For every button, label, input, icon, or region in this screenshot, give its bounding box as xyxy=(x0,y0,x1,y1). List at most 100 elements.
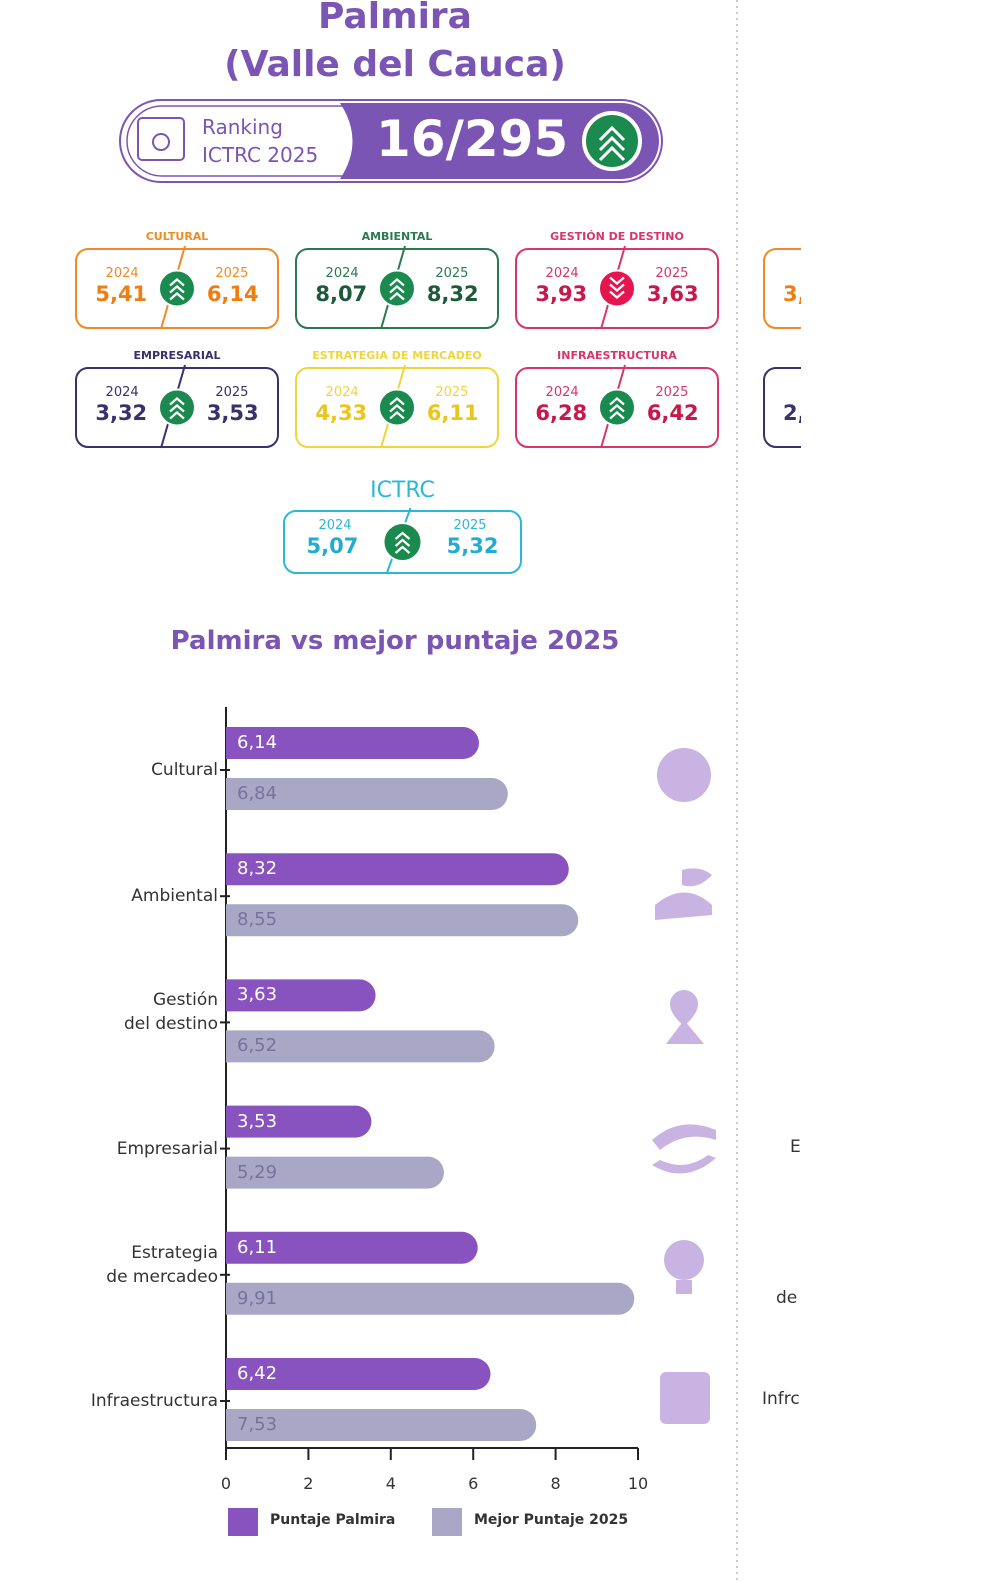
title: Palmira xyxy=(318,0,472,37)
bar-value-label: 7,53 xyxy=(237,1414,278,1435)
year-label: 2025 xyxy=(655,266,689,281)
icon xyxy=(666,990,704,1044)
card: 2024 2025 3,93 3,63 xyxy=(515,245,719,330)
category-label: Ambiental xyxy=(131,886,218,907)
bar-value-label: 6,84 xyxy=(237,783,278,804)
trend-chevrons xyxy=(609,397,625,420)
chart-title: Palmira vs mejor puntaje 2025 xyxy=(170,626,620,656)
card: 2024 2025 5,07 5,32 xyxy=(283,507,522,575)
card-value: 4,33 xyxy=(315,401,368,425)
card-value: 3,53 xyxy=(206,401,259,425)
ranking-value-bg xyxy=(340,103,659,179)
ranking-trend-icon xyxy=(582,111,642,171)
year-label: 2024 xyxy=(105,385,139,400)
category-label: Cultural xyxy=(151,760,218,780)
ranking-icon xyxy=(152,133,170,151)
card-value: 6,14 xyxy=(206,282,259,306)
card-value: 5,32 xyxy=(446,534,499,558)
card: 2024 2025 8,07 8,32 xyxy=(295,245,499,330)
trend-icon xyxy=(598,269,636,308)
legend-swatch xyxy=(228,1508,258,1536)
card: 2024 2025 5,41 6,14 xyxy=(75,245,279,330)
category-label: Gestión del destino xyxy=(123,990,218,1035)
x-tick-label: 0 xyxy=(220,1474,232,1493)
card-value: 3,63 xyxy=(646,282,699,306)
icon xyxy=(652,1124,716,1174)
icon xyxy=(676,1280,692,1294)
trend-chevrons xyxy=(389,397,405,420)
category-label: Infraestructura xyxy=(90,1391,218,1411)
card-graphic xyxy=(378,245,416,330)
ranking-trend-icon xyxy=(598,125,626,162)
card-value: 3, xyxy=(783,282,806,306)
year-label: 2025 xyxy=(655,385,689,400)
bar-value-label: 6,52 xyxy=(237,1035,278,1057)
year-label: 2024 xyxy=(325,385,359,400)
card-graphic xyxy=(378,364,416,449)
card: 2024 2025 4,33 6,11 xyxy=(295,364,499,449)
bar xyxy=(226,778,508,810)
year-label: 2024 xyxy=(325,266,359,281)
trend-icon xyxy=(382,522,423,562)
year-label: 2025 xyxy=(453,518,487,533)
x-tick-label: 6 xyxy=(468,1474,479,1493)
year-label: 2025 xyxy=(435,266,469,281)
card-graphic xyxy=(158,364,196,449)
year-label: 2024 xyxy=(545,266,579,281)
icon xyxy=(660,1372,710,1424)
card-label: GESTIÓN DE DESTINO xyxy=(550,230,684,243)
card-graphic xyxy=(382,507,423,575)
card-graphic xyxy=(598,245,636,330)
crop-mask xyxy=(801,230,989,470)
card-value: 5,07 xyxy=(306,534,359,558)
trend-icon xyxy=(158,269,196,308)
year-label: 2024 xyxy=(105,266,139,281)
trend-chevrons xyxy=(169,397,185,420)
year-label: 2024 xyxy=(318,518,352,533)
x-tick-label: 10 xyxy=(627,1474,649,1493)
ranking-value: 16/295 xyxy=(376,110,569,168)
bar xyxy=(226,1030,495,1063)
bar-value-label: 6,11 xyxy=(237,1236,278,1258)
icon xyxy=(664,1240,704,1280)
trend-icon xyxy=(158,388,196,427)
card-value: 5,41 xyxy=(95,282,148,306)
legend-swatch xyxy=(432,1508,462,1536)
cropped-category-label: de xyxy=(776,1288,798,1308)
card-label: EMPRESARIAL xyxy=(133,349,221,362)
trend-icon xyxy=(598,388,636,427)
trend-chevrons xyxy=(389,278,405,301)
card-label: ESTRATEGIA DE MERCADEO xyxy=(312,349,482,362)
bar-value-label: 6,14 xyxy=(237,732,278,753)
card: 2024 2025 3,32 3,53 xyxy=(75,364,279,449)
icon xyxy=(655,868,712,920)
card-label: INFRAESTRUCTURA xyxy=(557,349,677,362)
year-label: 2025 xyxy=(215,266,249,281)
card-value: 6,28 xyxy=(535,401,588,425)
bar xyxy=(226,1231,478,1264)
card-label: ICTRC xyxy=(370,478,435,503)
ranking-label: Ranking ICTRC 2025 xyxy=(202,115,319,167)
year-label: 2025 xyxy=(435,385,469,400)
title: (Valle del Cauca) xyxy=(224,44,566,85)
card-value: 8,32 xyxy=(426,282,479,306)
card-value: 8,07 xyxy=(315,282,368,306)
bar-value-label: 3,53 xyxy=(237,1110,278,1132)
cropped-category-label: Infrc xyxy=(762,1389,800,1409)
x-tick-label: 2 xyxy=(303,1474,314,1493)
year-label: 2024 xyxy=(545,385,579,400)
card-value: 2, xyxy=(783,401,806,425)
card-label: AMBIENTAL xyxy=(361,230,433,243)
card-value: 3,32 xyxy=(95,401,148,425)
bar-value-label: 3,63 xyxy=(237,984,278,1006)
category-label: Estrategia de mercadeo xyxy=(106,1242,218,1287)
card: 2024 2025 6,28 6,42 xyxy=(515,364,719,449)
bar xyxy=(226,1105,372,1138)
cropped-category-label: E xyxy=(790,1137,801,1157)
trend-icon xyxy=(378,388,416,427)
category-label: Empresarial xyxy=(116,1138,218,1159)
bar xyxy=(226,1282,635,1315)
x-tick-label: 8 xyxy=(550,1474,561,1493)
card-value: 6,42 xyxy=(646,401,699,425)
